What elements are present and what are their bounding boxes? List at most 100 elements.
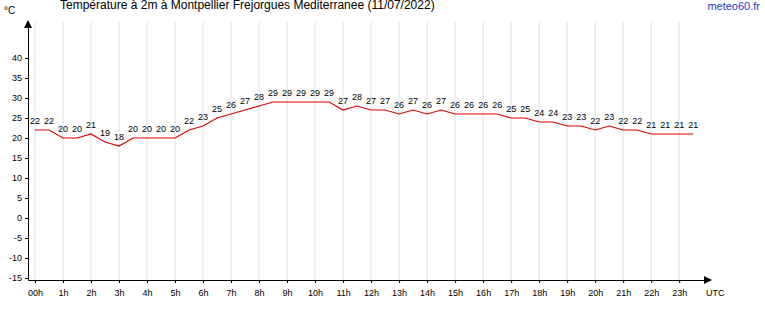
x-tick-mark (455, 280, 456, 283)
x-tick: 5h (171, 280, 181, 298)
y-tick-label: -15 (9, 273, 22, 283)
x-tick: 18h (532, 280, 547, 298)
data-label: 26 (478, 100, 488, 110)
x-tick: 4h (143, 280, 153, 298)
x-tick-label: 3h (115, 288, 125, 298)
x-tick: 6h (199, 280, 209, 298)
x-tick-mark (343, 280, 344, 283)
data-label: 24 (548, 108, 558, 118)
data-label: 29 (296, 88, 306, 98)
data-label: 27 (338, 96, 348, 106)
chart: Température à 2m à Montpellier Frejorgue… (0, 0, 765, 320)
x-tick-mark (175, 280, 176, 283)
y-axis: -15-10-50510152025303540 (9, 23, 29, 284)
x-tick-label: 8h (255, 288, 265, 298)
y-tick-label: -10 (9, 253, 22, 263)
x-tick-mark (35, 280, 36, 283)
data-label: 23 (198, 112, 208, 122)
x-tick: 23h (672, 280, 687, 298)
grid-line (371, 22, 372, 280)
x-tick-label: 15h (448, 288, 463, 298)
y-tick-label: 40 (12, 53, 22, 63)
data-label: 28 (254, 92, 264, 102)
data-label: 27 (380, 96, 390, 106)
data-label: 27 (240, 96, 250, 106)
x-tick-mark (119, 280, 120, 283)
x-tick: 3h (115, 280, 125, 298)
data-label: 22 (632, 116, 642, 126)
y-tick: 30 (12, 93, 28, 103)
x-tick: 8h (255, 280, 265, 298)
grid-line (35, 22, 36, 280)
x-tick: 00h (28, 280, 43, 298)
data-label: 24 (534, 108, 544, 118)
x-tick: 10h (308, 280, 323, 298)
x-tick: 1h (59, 280, 69, 298)
data-label: 27 (366, 96, 376, 106)
y-tick: 40 (12, 53, 28, 63)
x-tick-mark (483, 280, 484, 283)
data-label: 23 (604, 112, 614, 122)
data-label: 26 (492, 100, 502, 110)
data-label: 29 (324, 88, 334, 98)
y-tick-label: 20 (12, 133, 22, 143)
y-tick-mark (25, 78, 28, 79)
y-tick: 0 (17, 213, 28, 223)
x-tick-mark (91, 280, 92, 283)
x-tick-label: 21h (616, 288, 631, 298)
x-tick-label: 7h (227, 288, 237, 298)
data-labels: 2222202021191820202020222325262728292929… (30, 88, 698, 142)
x-tick-mark (259, 280, 260, 283)
grid-line (91, 22, 92, 280)
x-tick: 13h (392, 280, 407, 298)
x-tick-label: 00h (28, 288, 43, 298)
x-tick-label: 23h (672, 288, 687, 298)
data-label: 18 (114, 132, 124, 142)
x-tick-label: 6h (199, 288, 209, 298)
data-label: 26 (422, 100, 432, 110)
x-axis: 00h1h2h3h4h5h6h7h8h9h10h11h12h13h14h15h1… (28, 280, 711, 298)
x-tick-mark (679, 280, 680, 283)
data-label: 22 (44, 116, 54, 126)
y-tick-mark (25, 218, 28, 219)
x-tick-label: 5h (171, 288, 181, 298)
y-tick-mark (25, 278, 28, 279)
data-label: 21 (646, 120, 656, 130)
data-label: 26 (450, 100, 460, 110)
x-tick-label: 10h (308, 288, 323, 298)
y-tick-label: 10 (12, 173, 22, 183)
grid-line (427, 22, 428, 280)
data-label: 20 (170, 124, 180, 134)
data-label: 25 (506, 104, 516, 114)
x-tick: 19h (560, 280, 575, 298)
y-tick-label: -5 (14, 233, 22, 243)
x-tick-mark (651, 280, 652, 283)
y-axis-line (28, 23, 29, 281)
x-tick-mark (595, 280, 596, 283)
data-label: 22 (184, 116, 194, 126)
grid-line (343, 22, 344, 280)
x-tick-mark (231, 280, 232, 283)
grid-line (483, 22, 484, 280)
data-label: 21 (86, 120, 96, 130)
y-tick-mark (25, 198, 28, 199)
x-tick-mark (63, 280, 64, 283)
data-label: 22 (618, 116, 628, 126)
x-tick: 12h (364, 280, 379, 298)
y-tick: -15 (9, 273, 28, 283)
data-label: 20 (156, 124, 166, 134)
x-tick-mark (399, 280, 400, 283)
grid (35, 22, 679, 280)
x-tick-mark (147, 280, 148, 283)
y-tick-mark (25, 138, 28, 139)
axis-arrow (704, 276, 712, 284)
x-axis-title: UTC (706, 288, 725, 298)
data-label: 26 (464, 100, 474, 110)
x-tick-label: 1h (59, 288, 69, 298)
title: Température à 2m à Montpellier Frejorgue… (60, 0, 435, 12)
x-tick: 21h (616, 280, 631, 298)
y-tick: 20 (12, 133, 28, 143)
data-label: 29 (268, 88, 278, 98)
x-tick-label: 14h (420, 288, 435, 298)
data-label: 20 (142, 124, 152, 134)
